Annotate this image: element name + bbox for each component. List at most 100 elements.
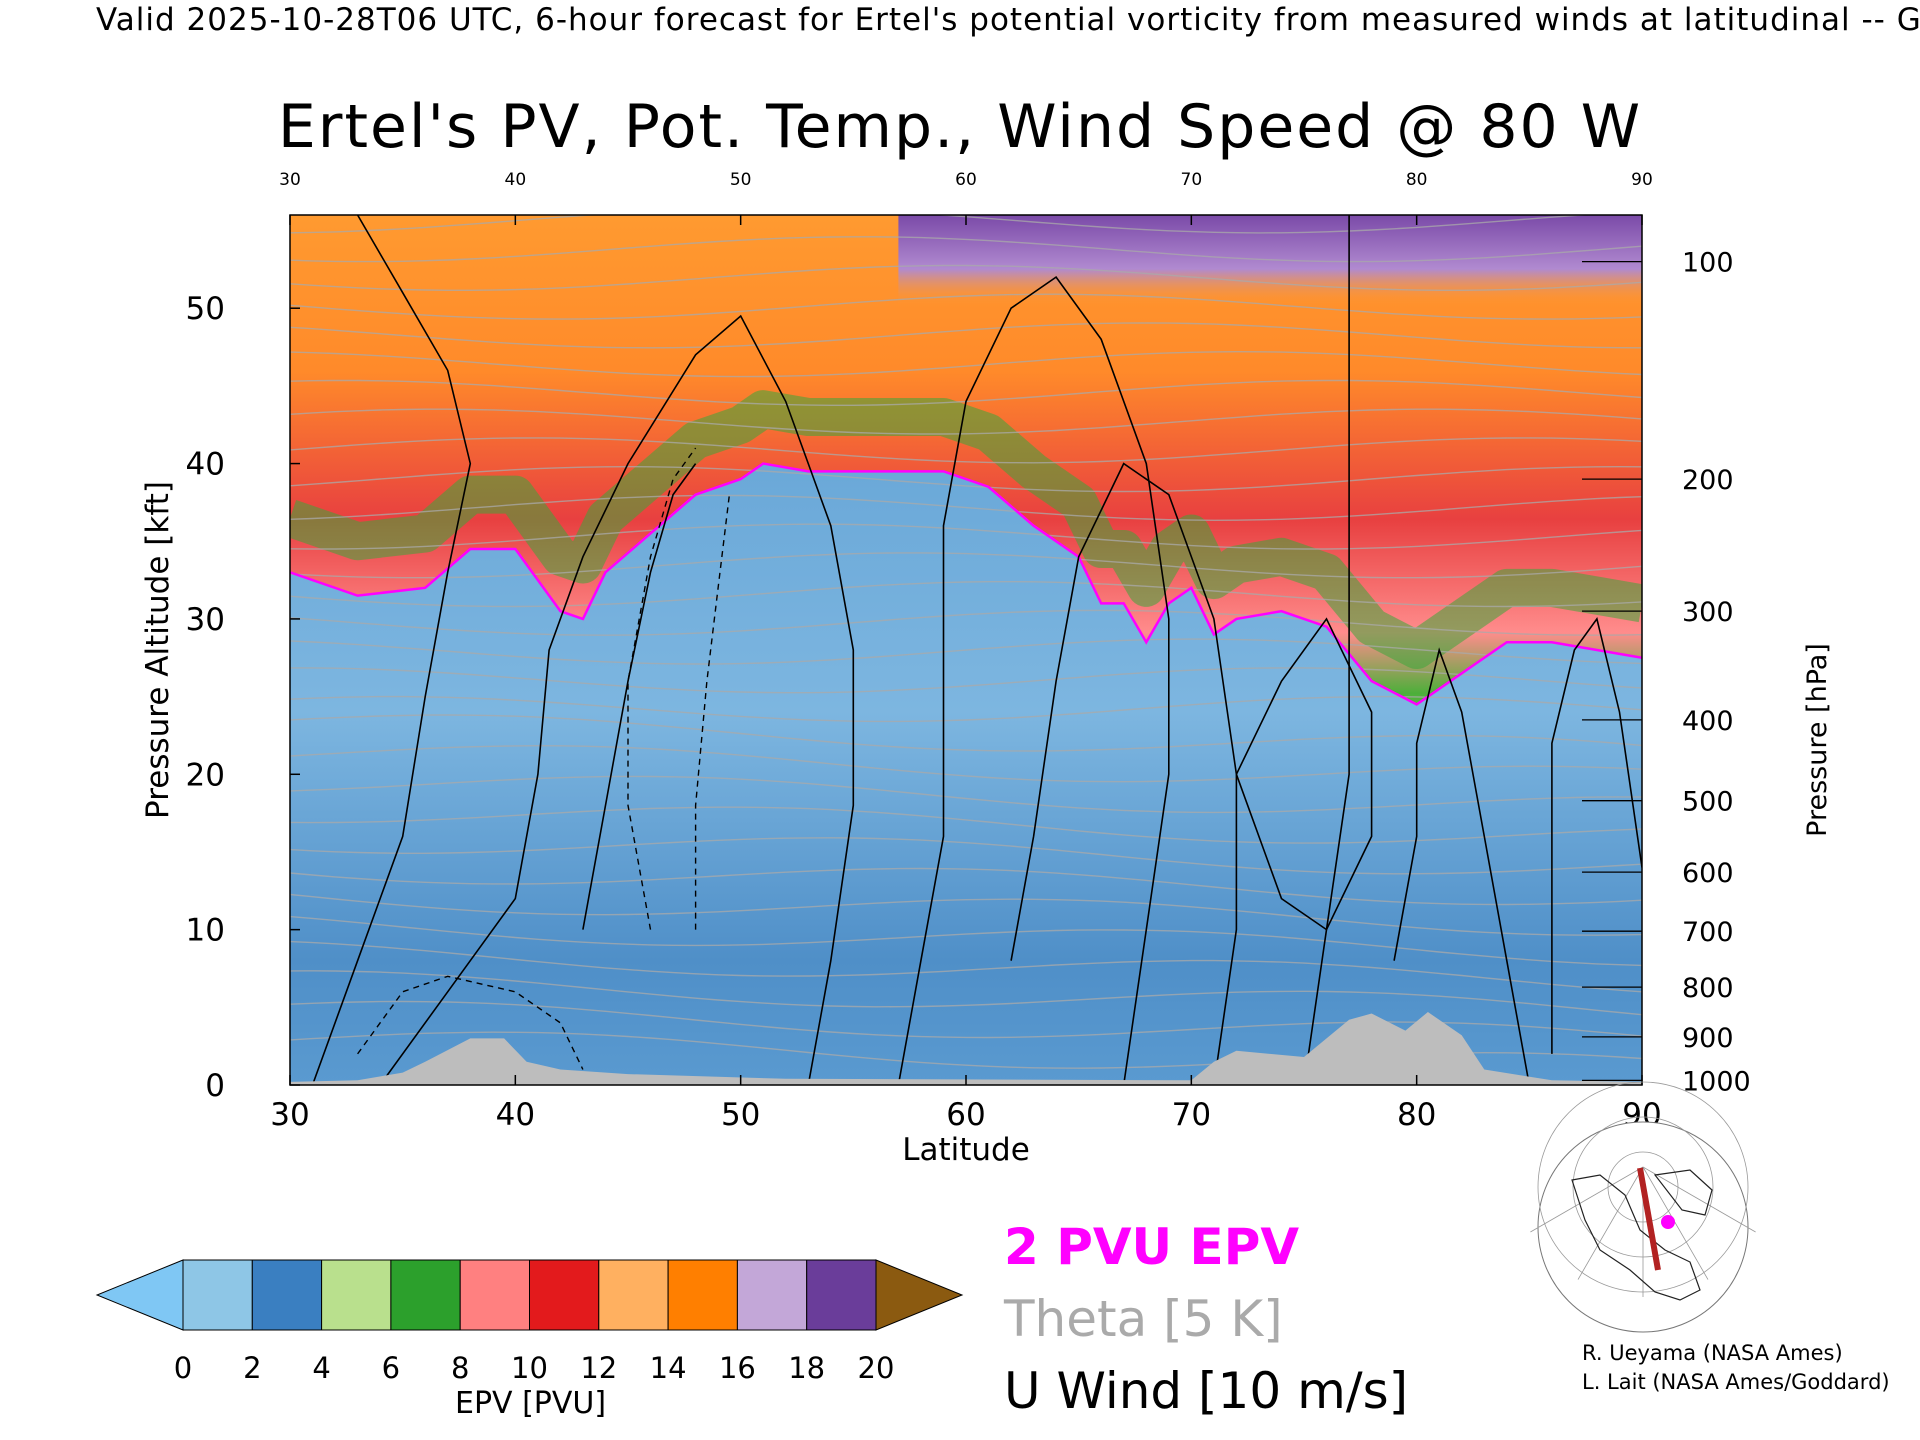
theta-contour bbox=[290, 940, 1642, 993]
pressure-tick-label: 500 bbox=[1682, 787, 1734, 818]
theta-contour bbox=[290, 667, 1642, 694]
terrain bbox=[290, 1012, 1642, 1085]
x-tick-label-top: 50 bbox=[730, 170, 752, 190]
colorbar-swatch bbox=[390, 1259, 461, 1331]
theta-contour bbox=[290, 867, 1642, 906]
y-tick-label: 50 bbox=[186, 291, 225, 327]
wind-contour bbox=[897, 275, 1170, 1085]
x-tick-label: 30 bbox=[270, 1097, 309, 1133]
colorbar-tick-label: 6 bbox=[382, 1351, 400, 1385]
map-meridian bbox=[1642, 1166, 1756, 1233]
colorbar-swatch bbox=[598, 1259, 669, 1331]
wind-contour-negative bbox=[627, 447, 697, 930]
theta-contour bbox=[290, 523, 1642, 550]
x-tick-label: 40 bbox=[496, 1097, 535, 1133]
colorbar-tick-label: 2 bbox=[243, 1351, 261, 1385]
colorbar-tick-label: 10 bbox=[511, 1351, 548, 1385]
y-tick-label: 0 bbox=[205, 1068, 225, 1104]
x-axis-label: Latitude bbox=[902, 1132, 1030, 1168]
colorbar-tick-label: 12 bbox=[580, 1351, 617, 1385]
theta-contour bbox=[290, 837, 1642, 875]
colorbar-swatch bbox=[806, 1259, 877, 1331]
theta-contour bbox=[290, 350, 1642, 378]
colorbar-over-arrow bbox=[875, 1259, 964, 1331]
pressure-tick-label: 900 bbox=[1682, 1023, 1734, 1054]
x-tick-label-top: 30 bbox=[279, 170, 301, 190]
theta-contour bbox=[290, 638, 1642, 665]
theta-contour bbox=[290, 581, 1642, 608]
x-tick-label: 50 bbox=[721, 1097, 760, 1133]
pressure-tick-label: 800 bbox=[1682, 973, 1734, 1004]
y2-axis-label: Pressure [hPa] bbox=[1802, 643, 1833, 837]
colorbar-label: EPV [PVU] bbox=[455, 1386, 607, 1421]
colorbar-swatch bbox=[251, 1259, 323, 1331]
theta-contour bbox=[290, 695, 1642, 723]
x-tick-label-top: 90 bbox=[1631, 170, 1653, 190]
theta-contour bbox=[290, 465, 1642, 493]
wind-contour bbox=[1393, 647, 1531, 1085]
colorbar-tick-label: 16 bbox=[719, 1351, 756, 1385]
map-section-track bbox=[1637, 1167, 1661, 1271]
map-meridian bbox=[1577, 1166, 1644, 1280]
y-tick-label: 10 bbox=[186, 913, 225, 949]
colorbar-swatch bbox=[667, 1259, 738, 1331]
colorbar-tick-label: 4 bbox=[312, 1351, 330, 1385]
pressure-tick-label: 200 bbox=[1682, 465, 1734, 496]
theta-contour bbox=[290, 970, 1642, 1016]
wind-contour bbox=[582, 463, 697, 930]
y-tick-label: 30 bbox=[186, 602, 225, 638]
theta-contour bbox=[290, 437, 1642, 464]
theta-contour bbox=[290, 552, 1642, 579]
colorbar-swatch bbox=[459, 1259, 531, 1331]
x-tick-label-top: 70 bbox=[1181, 170, 1203, 190]
wind-contour-negative bbox=[694, 494, 731, 930]
theta-contour bbox=[290, 609, 1642, 636]
colorbar-swatch bbox=[321, 1259, 392, 1331]
y-tick-label: 20 bbox=[186, 757, 225, 793]
pressure-tick-label: 400 bbox=[1682, 706, 1734, 737]
map-meridian bbox=[1642, 1166, 1709, 1280]
theta-contour bbox=[290, 236, 1642, 263]
map-location-marker bbox=[1661, 1215, 1675, 1229]
theta-contour bbox=[290, 893, 1642, 936]
pressure-tick-label: 700 bbox=[1682, 917, 1734, 948]
x-tick-label-top: 40 bbox=[505, 170, 527, 190]
colorbar-tick-label: 20 bbox=[858, 1351, 895, 1385]
colorbar-tick-label: 18 bbox=[788, 1351, 825, 1385]
pv-green-band bbox=[290, 390, 1642, 669]
pressure-tick-label: 600 bbox=[1682, 858, 1734, 889]
legend-theta: Theta [5 K] bbox=[1004, 1290, 1283, 1348]
credit-line-2: L. Lait (NASA Ames/Goddard) bbox=[1582, 1370, 1890, 1394]
theta-contour bbox=[290, 264, 1642, 291]
theta-contour bbox=[290, 714, 1642, 752]
theta-contour bbox=[290, 494, 1642, 522]
x-tick-label: 80 bbox=[1397, 1097, 1436, 1133]
colorbar-swatch bbox=[529, 1259, 600, 1331]
wind-contour bbox=[311, 215, 472, 1085]
troposphere-field bbox=[290, 463, 1642, 1085]
colorbar-swatch bbox=[182, 1259, 253, 1331]
credit-line-1: R. Ueyama (NASA Ames) bbox=[1582, 1341, 1843, 1365]
wind-contour bbox=[1551, 617, 1642, 1054]
colorbar-swatch bbox=[736, 1259, 808, 1331]
wind-contour bbox=[1303, 215, 1350, 1085]
x-tick-label: 70 bbox=[1172, 1097, 1211, 1133]
theta-contour bbox=[290, 915, 1642, 967]
x-tick-label: 60 bbox=[946, 1097, 985, 1133]
theta-contour bbox=[290, 293, 1642, 320]
wind-contour bbox=[1235, 617, 1373, 931]
map-coastline bbox=[1571, 1174, 1701, 1301]
chart-title: Ertel's PV, Pot. Temp., Wind Speed @ 80 … bbox=[277, 92, 1643, 162]
colorbar-under-arrow bbox=[95, 1259, 184, 1331]
colorbar-tick-label: 8 bbox=[451, 1351, 469, 1385]
x-tick-label-top: 80 bbox=[1406, 170, 1428, 190]
colorbar-tick-label: 0 bbox=[174, 1351, 192, 1385]
theta-contour bbox=[290, 408, 1642, 435]
x-tick-label-top: 60 bbox=[955, 170, 977, 190]
tropopause-2pvu-line bbox=[290, 462, 1642, 706]
pressure-tick-label: 100 bbox=[1682, 248, 1734, 279]
map-meridian bbox=[1530, 1166, 1644, 1233]
wind-contour bbox=[1010, 462, 1238, 1085]
header-line: Valid 2025-10-28T06 UTC, 6-hour forecast… bbox=[96, 2, 1920, 38]
theta-contour bbox=[290, 322, 1642, 349]
